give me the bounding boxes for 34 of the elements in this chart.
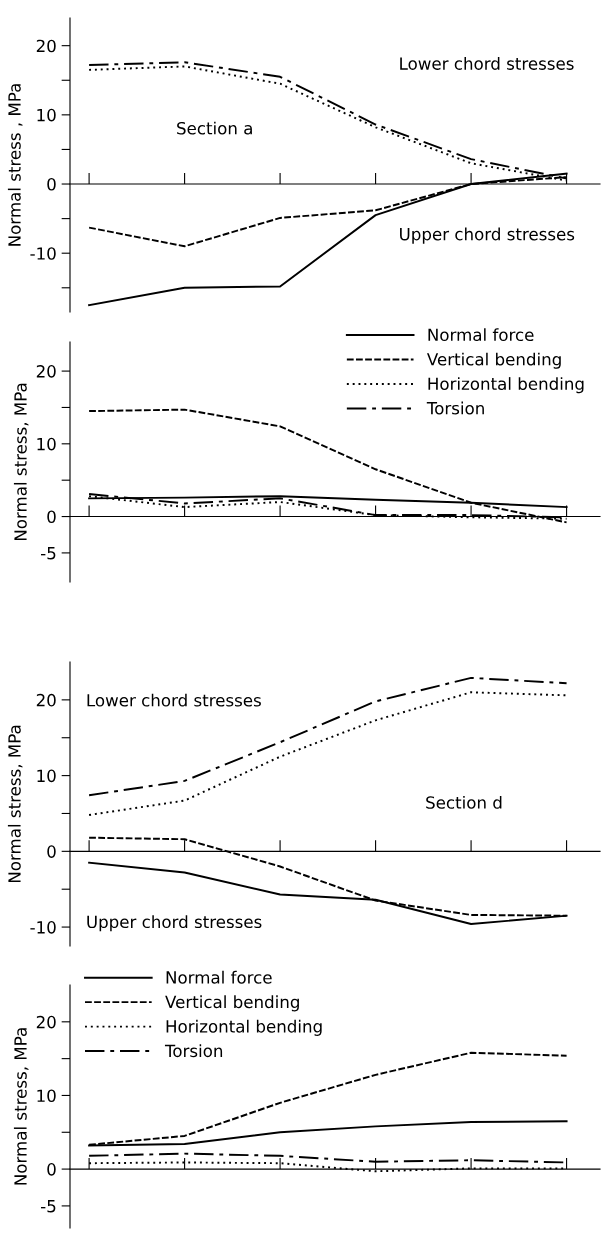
y-tick-label: 10 [37,1089,56,1103]
legend-label: Torsion [426,401,484,415]
annotation: Section d [426,795,502,809]
annotation: Lower chord stresses [400,56,574,70]
legend-label: Normal force [166,970,272,984]
legend-label: Torsion [164,1044,223,1058]
legend-label: Vertical bending [426,352,561,369]
legend-label: Horizontal bending [428,377,584,394]
y-tick-label: 10 [37,437,56,451]
annotation: Upper chord stresses [87,915,262,932]
legend-label: Normal force [428,328,534,342]
y-tick-label: 20 [36,365,56,378]
y-tick-label: 0 [47,510,56,524]
legend-label: Horizontal bending [166,1019,322,1036]
y-tick-label: 0 [47,1163,56,1176]
y-axis-title: Normal stress, MPa [7,725,23,883]
annotation: Lower chord stresses [87,693,261,707]
y-axis-title: Normal stress, MPa [13,383,29,541]
y-tick-label: -5 [41,1200,56,1213]
y-axis-title: Normal stress, MPa [13,1028,29,1185]
y-tick-label: 10 [37,769,56,783]
y-tick-label: 0 [47,845,56,858]
y-axis-title: Normal stress , MPa [7,84,23,246]
legend-label: Vertical bending [165,995,299,1012]
y-tick-label: -10 [30,921,56,934]
y-tick-label: -5 [41,547,56,560]
annotation: Upper chord stresses [400,227,575,244]
y-tick-label: 10 [37,108,56,122]
y-tick-label: -10 [30,247,56,260]
y-tick-label: 20 [36,39,56,53]
y-tick-label: 20 [36,1015,56,1029]
y-tick-label: 0 [47,177,56,191]
y-tick-label: 20 [36,693,56,707]
annotation: Section a [177,121,252,135]
